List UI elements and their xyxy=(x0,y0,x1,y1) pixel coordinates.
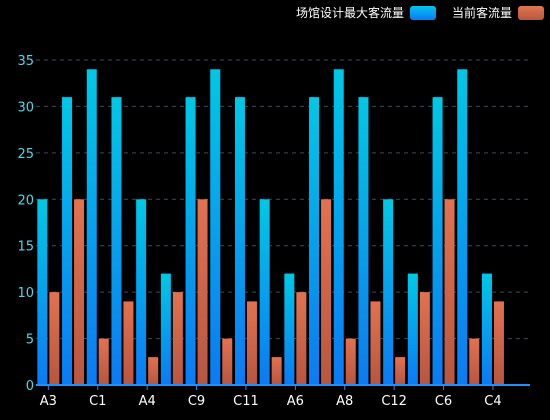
bar-current-flow[interactable] xyxy=(123,301,134,385)
y-tick-label: 35 xyxy=(17,54,34,69)
bar-current-flow[interactable] xyxy=(321,199,332,385)
legend-label-current-flow: 当前客流量 xyxy=(451,6,512,20)
bar-current-flow[interactable] xyxy=(493,301,504,385)
bar-max-capacity[interactable] xyxy=(111,97,122,386)
bar-current-flow[interactable] xyxy=(271,357,282,385)
bar-max-capacity[interactable] xyxy=(383,199,394,385)
bar-max-capacity[interactable] xyxy=(333,69,344,386)
x-category-label: A3 xyxy=(40,394,57,409)
bar-max-capacity[interactable] xyxy=(210,69,221,386)
bar-max-capacity[interactable] xyxy=(62,97,73,386)
bar-current-flow[interactable] xyxy=(98,338,109,385)
bar-current-flow[interactable] xyxy=(345,338,356,385)
bar-current-flow[interactable] xyxy=(172,292,183,385)
x-category-label: C4 xyxy=(484,394,501,409)
bar-current-flow[interactable] xyxy=(296,292,307,385)
bar-max-capacity[interactable] xyxy=(284,273,295,385)
bar-max-capacity[interactable] xyxy=(234,97,245,386)
bar-current-flow[interactable] xyxy=(395,357,406,385)
legend-swatch-max-capacity xyxy=(409,5,436,20)
y-tick-label: 10 xyxy=(17,286,34,301)
bar-max-capacity[interactable] xyxy=(358,97,369,386)
legend-swatch-current-flow xyxy=(518,5,544,20)
x-category-label: A4 xyxy=(139,394,156,409)
bar-max-capacity[interactable] xyxy=(185,97,196,386)
bar-max-capacity[interactable] xyxy=(86,69,97,386)
y-tick-label: 25 xyxy=(17,147,34,162)
bar-max-capacity[interactable] xyxy=(457,69,468,386)
y-tick-label: 5 xyxy=(26,333,34,348)
bar-current-flow[interactable] xyxy=(370,301,381,385)
bar-max-capacity[interactable] xyxy=(160,273,171,385)
bar-max-capacity[interactable] xyxy=(432,97,443,386)
bar-max-capacity[interactable] xyxy=(136,199,147,385)
bar-current-flow[interactable] xyxy=(197,199,208,385)
bar-max-capacity[interactable] xyxy=(309,97,320,386)
bar-current-flow[interactable] xyxy=(148,357,159,385)
legend-item-current-flow[interactable]: 当前客流量 xyxy=(452,4,544,21)
legend-item-max-capacity[interactable]: 场馆设计最大客流量 xyxy=(296,4,436,21)
y-tick-label: 30 xyxy=(17,100,34,115)
y-tick-label: 15 xyxy=(17,240,34,255)
x-category-label: A8 xyxy=(336,394,353,409)
x-category-label: C11 xyxy=(233,394,259,409)
bar-current-flow[interactable] xyxy=(419,292,430,385)
bar-max-capacity[interactable] xyxy=(481,273,492,385)
bar-max-capacity[interactable] xyxy=(37,199,48,385)
x-category-label: C9 xyxy=(188,394,205,409)
y-tick-label: 0 xyxy=(26,379,34,394)
bar-max-capacity[interactable] xyxy=(407,273,418,385)
legend-label-max-capacity: 场馆设计最大客流量 xyxy=(295,6,404,20)
bar-current-flow[interactable] xyxy=(74,199,85,385)
bar-current-flow[interactable] xyxy=(469,338,480,385)
bar-current-flow[interactable] xyxy=(246,301,257,385)
x-category-label: C1 xyxy=(89,394,106,409)
bar-max-capacity[interactable] xyxy=(259,199,270,385)
x-category-label: C12 xyxy=(381,394,407,409)
x-category-label: C6 xyxy=(435,394,452,409)
bar-current-flow[interactable] xyxy=(444,199,455,385)
y-tick-label: 20 xyxy=(17,193,34,208)
legend: 场馆设计最大客流量 当前客流量 xyxy=(286,4,544,21)
bar-current-flow[interactable] xyxy=(222,338,233,385)
bar-current-flow[interactable] xyxy=(49,292,60,385)
x-category-label: A6 xyxy=(287,394,304,409)
